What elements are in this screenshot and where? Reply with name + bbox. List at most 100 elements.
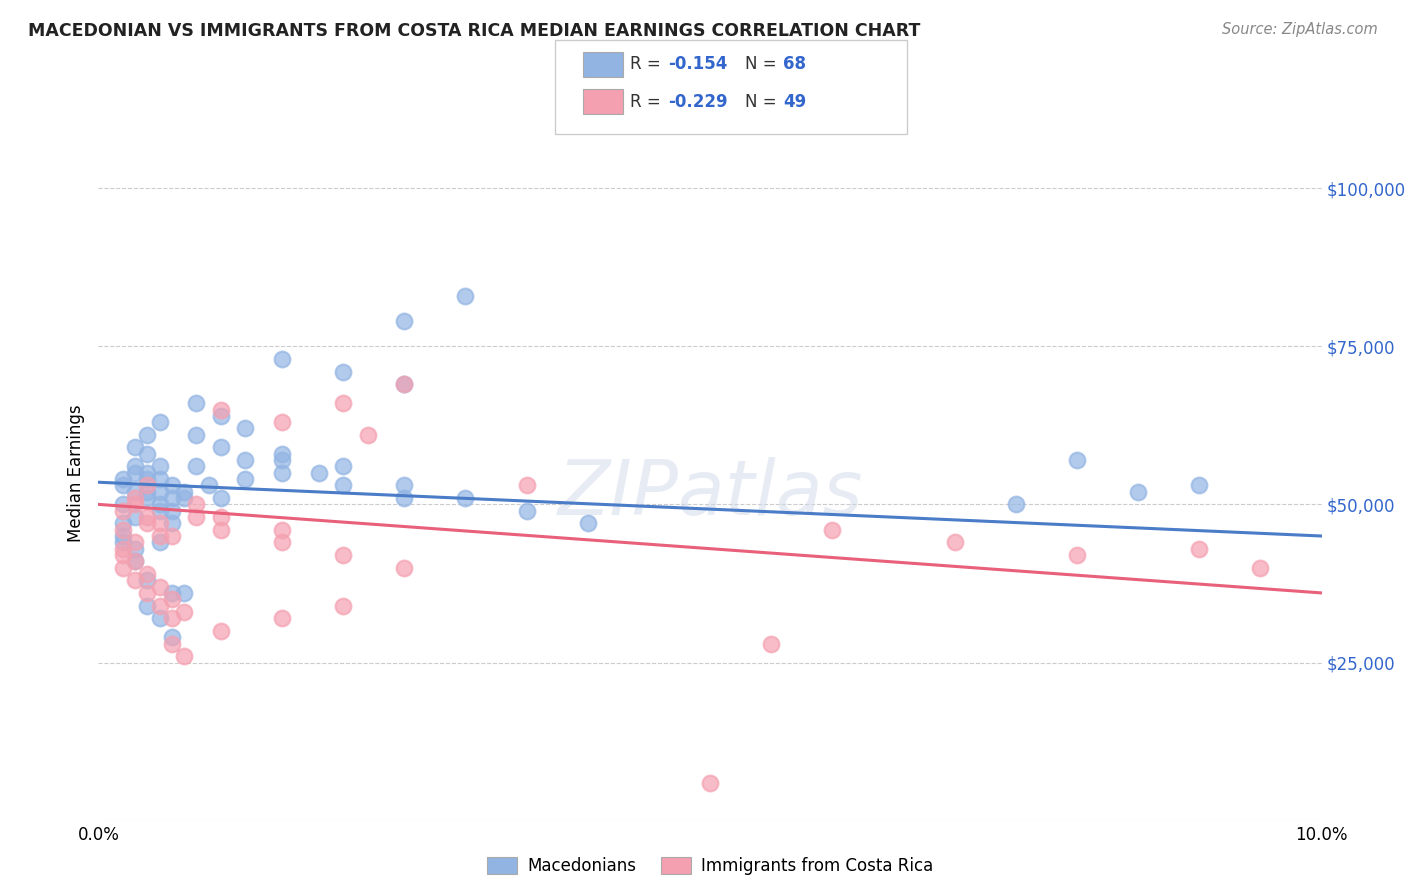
Point [136,447,159,461]
Point [233,453,256,467]
Point [111,548,134,562]
Point [392,314,416,328]
Point [186,459,208,474]
Point [136,574,159,588]
Point [160,630,183,644]
Point [136,586,159,600]
Point [186,427,208,442]
Point [111,472,134,486]
Point [160,586,183,600]
Point [149,580,172,594]
Point [149,599,172,613]
Point [173,649,195,664]
Point [209,441,232,455]
Point [516,478,538,492]
Point [173,491,195,505]
Point [270,351,292,366]
Point [270,466,292,480]
Point [197,478,219,492]
Point [821,523,844,537]
Point [1128,484,1150,499]
Point [149,516,172,531]
Point [209,523,232,537]
Point [270,535,292,549]
Text: Source: ZipAtlas.com: Source: ZipAtlas.com [1222,22,1378,37]
Point [149,529,172,543]
Point [124,497,146,511]
Point [392,560,416,574]
Point [173,484,195,499]
Point [124,541,146,556]
Point [1066,453,1088,467]
Text: MACEDONIAN VS IMMIGRANTS FROM COSTA RICA MEDIAN EARNINGS CORRELATION CHART: MACEDONIAN VS IMMIGRANTS FROM COSTA RICA… [28,22,921,40]
Text: R =: R = [630,55,666,73]
Point [759,636,782,650]
Point [1188,541,1211,556]
Point [454,491,477,505]
Point [516,504,538,518]
Point [332,548,354,562]
Point [160,592,183,607]
Point [392,377,416,392]
Text: R =: R = [630,93,666,111]
Point [136,510,159,524]
Point [332,599,354,613]
Point [124,484,146,499]
Legend: Macedonians, Immigrants from Costa Rica: Macedonians, Immigrants from Costa Rica [481,850,939,882]
Point [111,516,134,531]
Point [392,377,416,392]
Point [1066,548,1088,562]
Point [1004,497,1026,511]
Point [1188,478,1211,492]
Point [136,491,159,505]
Point [392,478,416,492]
Point [233,472,256,486]
Point [124,459,146,474]
Text: ZIPatlas: ZIPatlas [557,457,863,531]
Point [124,441,146,455]
Point [160,504,183,518]
Text: N =: N = [745,55,782,73]
Point [149,472,172,486]
Point [136,478,159,492]
Point [270,453,292,467]
Text: 49: 49 [783,93,807,111]
Point [136,566,159,581]
Point [111,541,134,556]
Point [160,529,183,543]
Point [209,510,232,524]
Text: 68: 68 [783,55,806,73]
Text: -0.154: -0.154 [668,55,727,73]
Point [943,535,966,549]
Point [111,497,134,511]
Point [1249,560,1271,574]
Point [308,466,330,480]
Point [233,421,256,435]
Point [160,478,183,492]
Point [124,510,146,524]
Point [454,288,477,302]
Point [111,504,134,518]
Point [173,605,195,619]
Point [111,523,134,537]
Point [270,523,292,537]
Point [186,510,208,524]
Point [136,427,159,442]
Point [124,466,146,480]
Point [332,459,354,474]
Point [111,478,134,492]
Point [111,535,134,549]
Point [136,599,159,613]
Y-axis label: Median Earnings: Median Earnings [67,404,86,541]
Point [576,516,599,531]
Point [149,484,172,499]
Point [124,554,146,568]
Point [209,402,232,417]
Point [332,396,354,410]
Point [149,497,172,511]
Point [136,516,159,531]
Point [173,586,195,600]
Point [124,491,146,505]
Point [149,504,172,518]
Point [356,427,378,442]
